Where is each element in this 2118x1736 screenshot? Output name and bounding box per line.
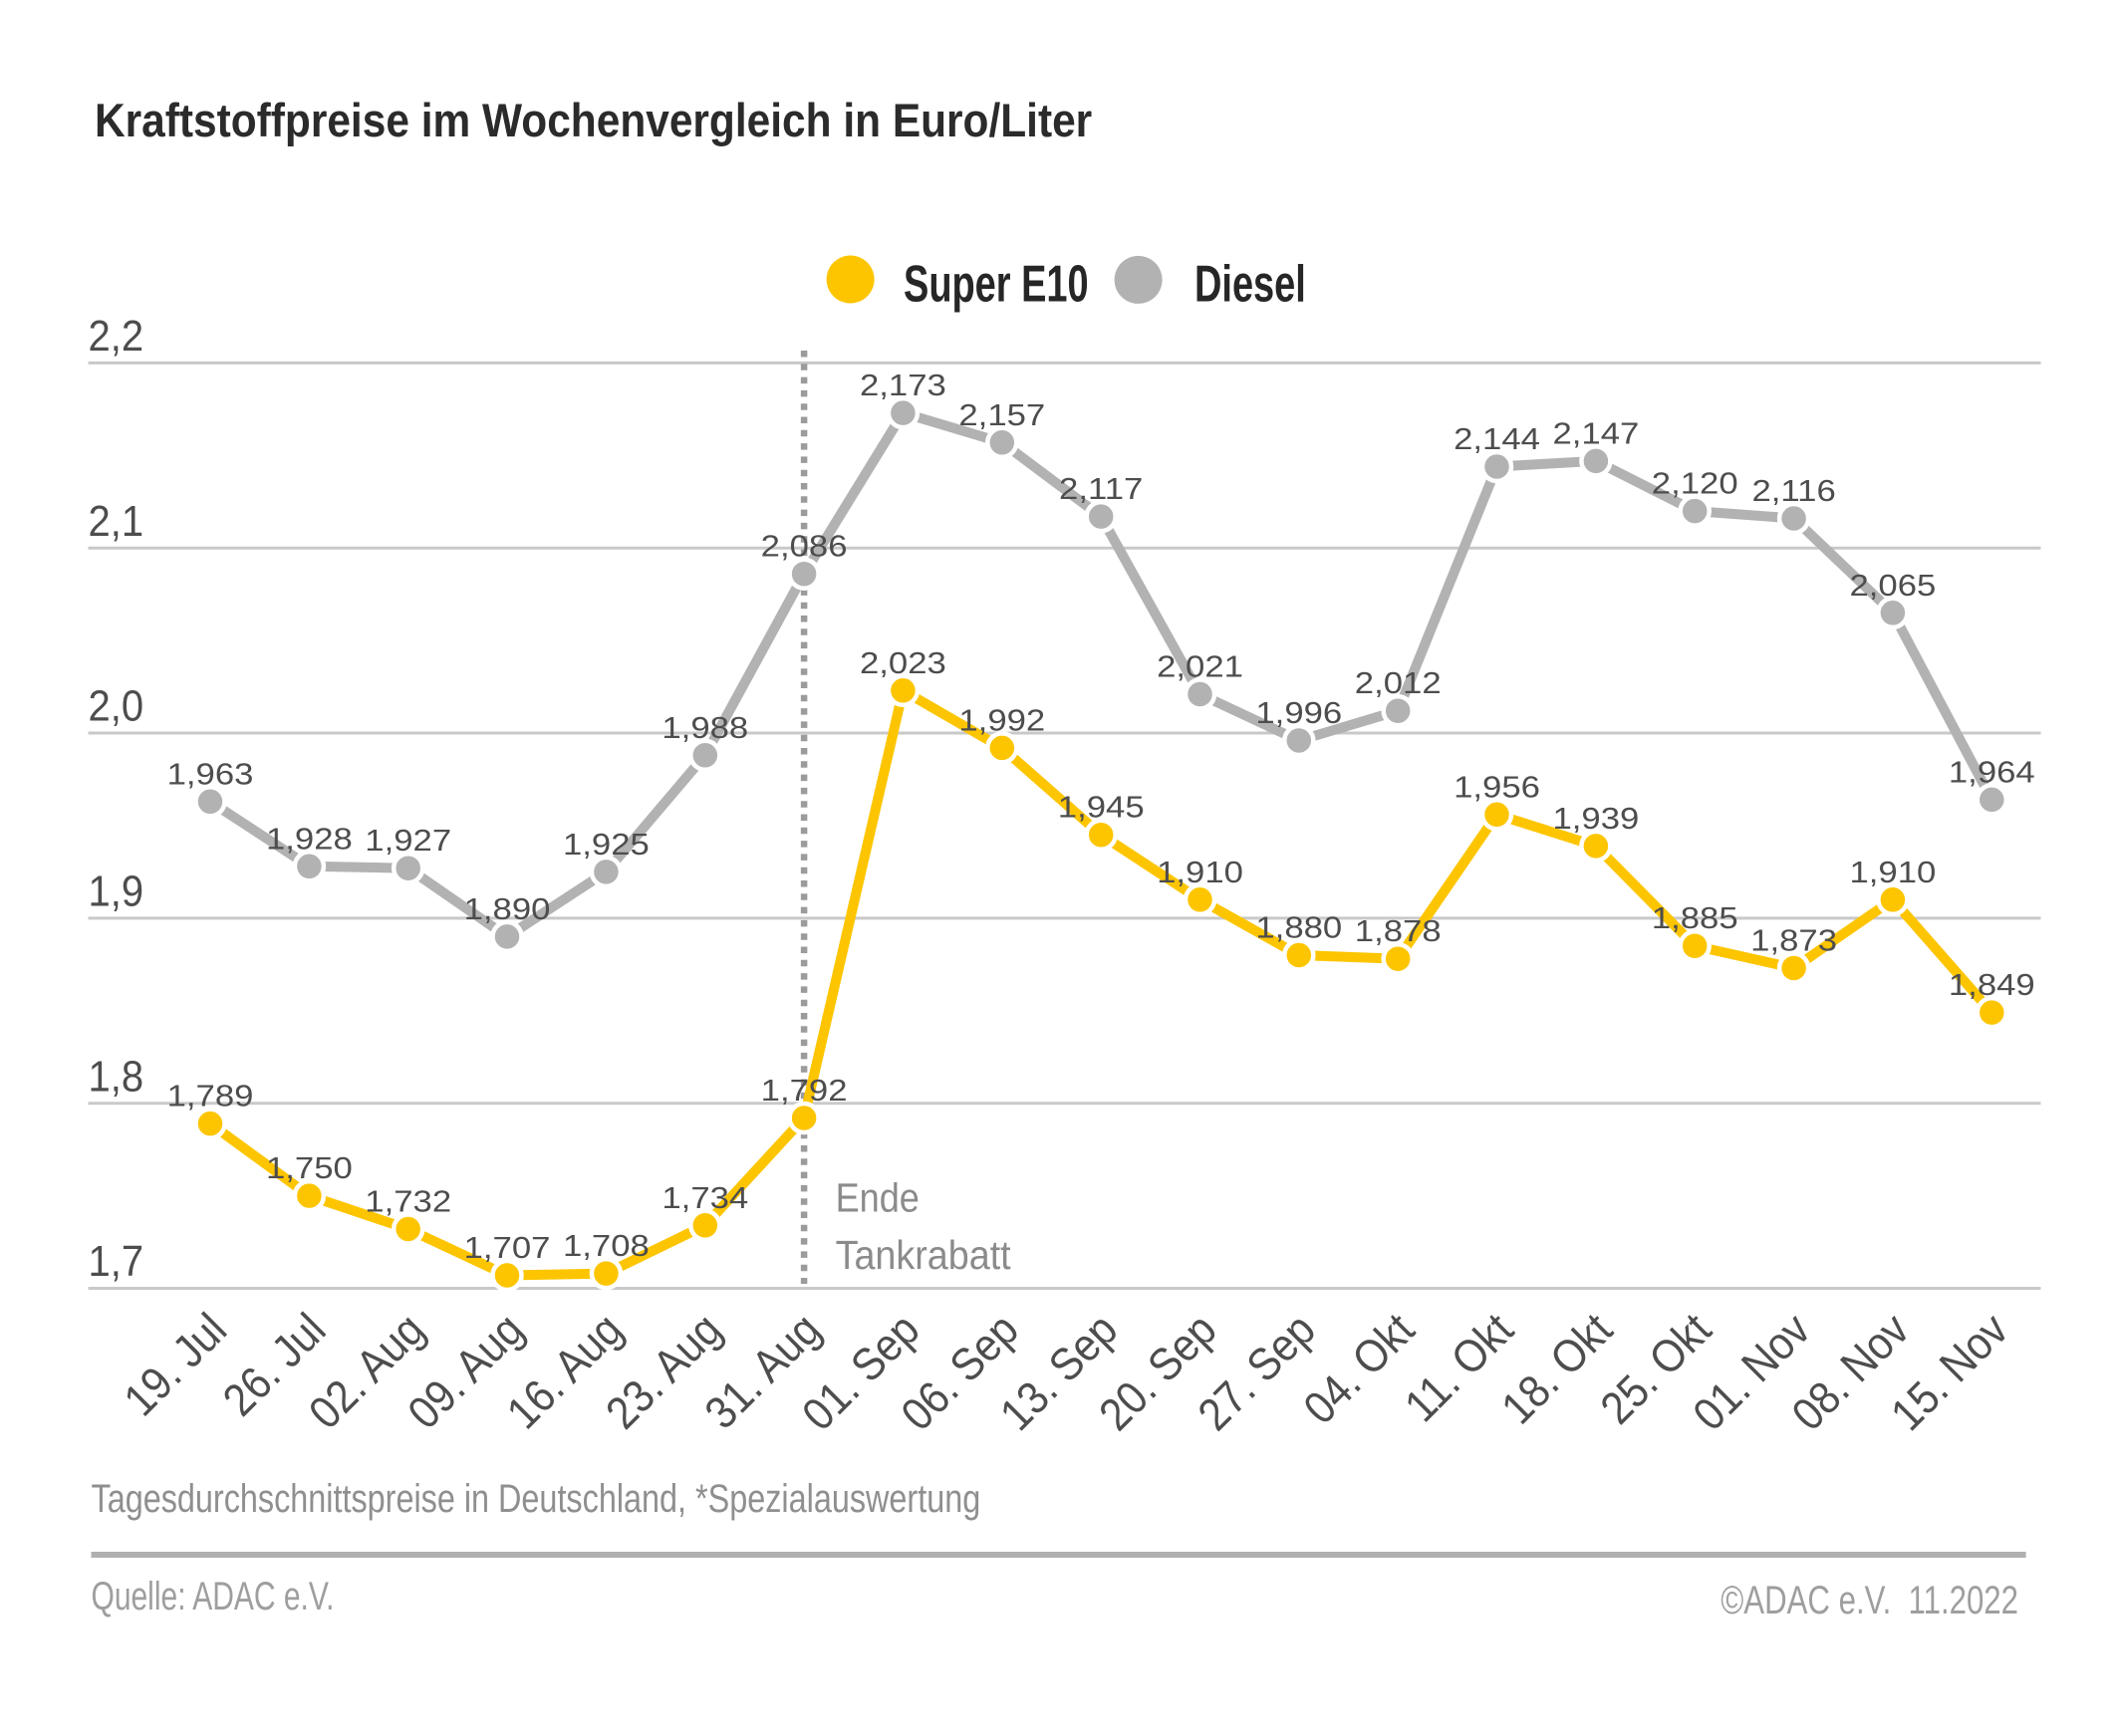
svg-text:2,023: 2,023 xyxy=(860,645,946,680)
svg-text:1,928: 1,928 xyxy=(266,821,353,856)
svg-text:2,086: 2,086 xyxy=(761,528,848,563)
svg-text:1,873: 1,873 xyxy=(1750,922,1837,957)
svg-text:1,988: 1,988 xyxy=(662,710,748,745)
svg-text:2,012: 2,012 xyxy=(1355,665,1442,700)
svg-text:Quelle: ADAC e.V.: Quelle: ADAC e.V. xyxy=(92,1575,335,1618)
svg-text:1,732: 1,732 xyxy=(365,1183,451,1218)
svg-text:©ADAC e.V. 11.2022: ©ADAC e.V. 11.2022 xyxy=(1721,1578,2018,1622)
svg-text:1,964: 1,964 xyxy=(1949,754,2035,789)
svg-text:2,116: 2,116 xyxy=(1751,473,1835,508)
svg-text:2,117: 2,117 xyxy=(1059,471,1143,506)
svg-text:1,996: 1,996 xyxy=(1255,695,1342,730)
svg-text:1,708: 1,708 xyxy=(563,1228,650,1263)
svg-text:Tankrabatt: Tankrabatt xyxy=(836,1233,1011,1279)
svg-text:1,750: 1,750 xyxy=(266,1150,353,1185)
svg-text:Kraftstoffpreise im Wochenverg: Kraftstoffpreise im Wochenvergleich in E… xyxy=(95,95,1092,146)
svg-text:1,925: 1,925 xyxy=(563,827,650,862)
svg-text:1,939: 1,939 xyxy=(1552,801,1639,836)
svg-text:1,927: 1,927 xyxy=(365,823,451,858)
svg-text:1,9: 1,9 xyxy=(89,867,144,915)
svg-text:2,1: 2,1 xyxy=(89,496,144,545)
svg-text:2,0: 2,0 xyxy=(89,681,144,730)
svg-text:1,789: 1,789 xyxy=(167,1078,254,1113)
svg-text:1,734: 1,734 xyxy=(662,1180,748,1215)
svg-text:1,880: 1,880 xyxy=(1255,909,1342,944)
svg-text:1,910: 1,910 xyxy=(1849,855,1936,889)
svg-text:1,945: 1,945 xyxy=(1058,789,1145,824)
svg-text:2,021: 2,021 xyxy=(1157,648,1243,683)
svg-text:1,707: 1,707 xyxy=(464,1230,551,1265)
svg-text:1,849: 1,849 xyxy=(1949,967,2035,1002)
svg-text:1,963: 1,963 xyxy=(167,756,254,791)
svg-text:1,890: 1,890 xyxy=(464,891,551,926)
svg-text:1,792: 1,792 xyxy=(761,1073,848,1108)
svg-text:2,147: 2,147 xyxy=(1552,415,1639,450)
svg-text:1,910: 1,910 xyxy=(1157,855,1243,889)
svg-text:1,7: 1,7 xyxy=(89,1236,144,1285)
svg-text:2,157: 2,157 xyxy=(958,397,1045,432)
svg-text:1,8: 1,8 xyxy=(89,1052,144,1101)
svg-text:Tagesdurchschnittspreise in De: Tagesdurchschnittspreise in Deutschland,… xyxy=(92,1476,981,1521)
svg-text:2,120: 2,120 xyxy=(1652,465,1738,500)
svg-text:Super E10: Super E10 xyxy=(904,255,1089,313)
svg-text:2,173: 2,173 xyxy=(860,368,946,402)
svg-text:Diesel: Diesel xyxy=(1194,255,1306,313)
svg-text:2,065: 2,065 xyxy=(1849,568,1936,603)
svg-text:Ende: Ende xyxy=(836,1175,920,1221)
svg-text:1,885: 1,885 xyxy=(1652,900,1738,935)
svg-text:1,878: 1,878 xyxy=(1355,913,1442,948)
svg-text:2,2: 2,2 xyxy=(89,311,144,360)
svg-text:1,956: 1,956 xyxy=(1454,769,1540,804)
svg-text:1,992: 1,992 xyxy=(958,702,1045,737)
svg-text:2,144: 2,144 xyxy=(1454,421,1540,456)
